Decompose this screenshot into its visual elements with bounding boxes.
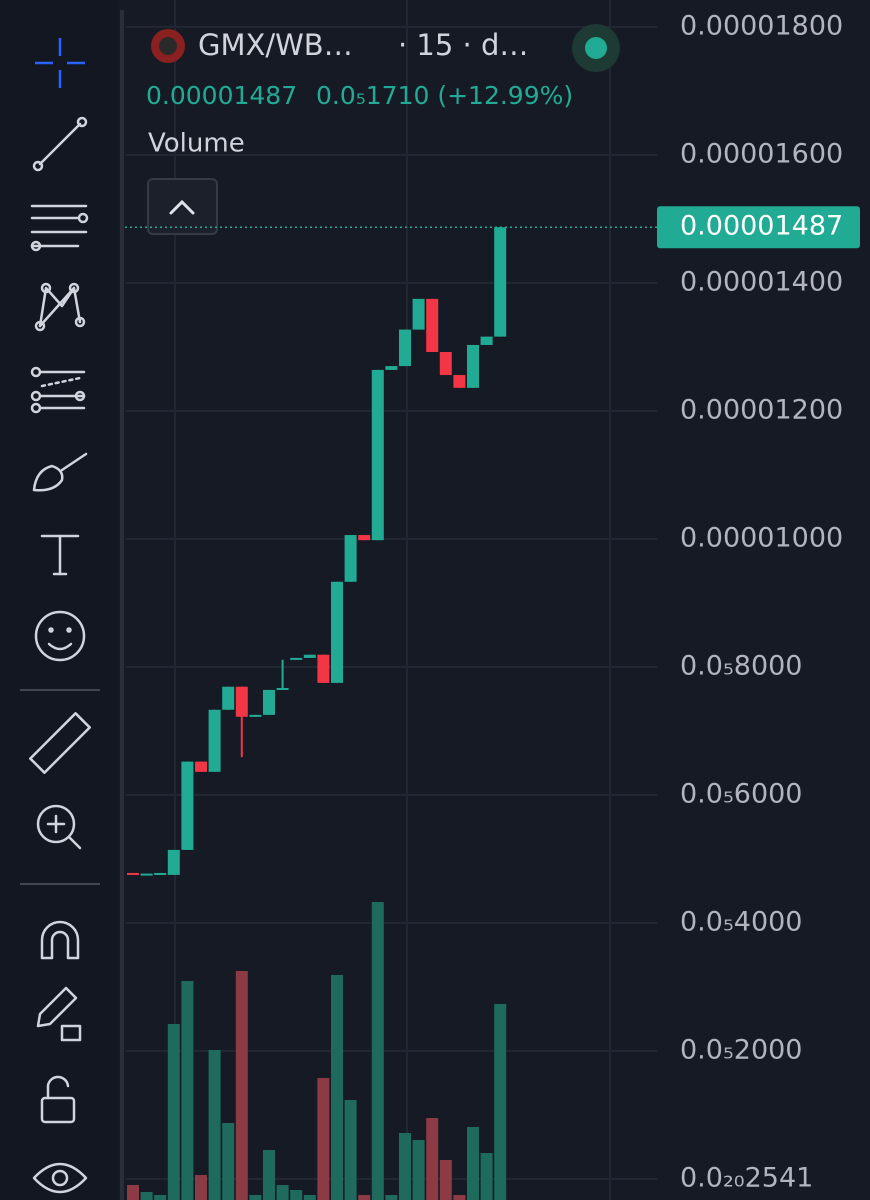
- candle-body: [290, 657, 303, 660]
- brush-tool[interactable]: [32, 452, 88, 492]
- volume-bar: [235, 971, 248, 1200]
- candle-body: [426, 298, 439, 352]
- candle-body: [358, 535, 371, 541]
- lock-drawing-tool[interactable]: [36, 986, 82, 1042]
- volume-bar: [222, 1123, 235, 1200]
- status-dot: [585, 37, 607, 59]
- price-change: 0.0₅1710 (+12.99%): [316, 81, 573, 110]
- y-tick-label: 0.0₅2000: [680, 1034, 802, 1065]
- magnet-tool[interactable]: [40, 920, 80, 960]
- y-tick-label: 0.00001600: [680, 138, 843, 169]
- volume-bar: [127, 1185, 139, 1200]
- last-price-label: 0.00001487: [680, 211, 843, 242]
- candle-body: [249, 714, 262, 717]
- volume-bar: [412, 1140, 425, 1200]
- trendline-tool[interactable]: [32, 116, 88, 172]
- volume-bar: [439, 1160, 452, 1200]
- interval[interactable]: · 15 · d…: [398, 28, 528, 62]
- candle-body: [371, 369, 384, 541]
- volume-bar: [140, 1192, 153, 1200]
- y-tick-label: 0.00001800: [680, 10, 843, 41]
- volume-bar: [208, 1050, 221, 1200]
- last-price: 0.00001487: [146, 81, 297, 110]
- volume-bar: [263, 1150, 275, 1200]
- volume-bar: [276, 1185, 289, 1200]
- volume-bar: [467, 1127, 479, 1200]
- candle-body: [263, 689, 275, 715]
- candle-body: [439, 352, 452, 376]
- crosshair-tool[interactable]: [35, 38, 85, 88]
- candle-body: [222, 686, 235, 710]
- fib-tool[interactable]: [30, 204, 89, 252]
- candle-body: [154, 872, 167, 875]
- token-icon-inner: [159, 37, 177, 55]
- volume-bar: [331, 975, 343, 1200]
- candle-body: [453, 375, 466, 388]
- lock-tool[interactable]: [40, 1075, 76, 1124]
- text-tool[interactable]: [40, 534, 80, 576]
- y-tick-label: 0.0₅6000: [680, 778, 802, 809]
- last-price-badge: [657, 206, 860, 249]
- emoji-tool[interactable]: [34, 610, 86, 662]
- volume-bar: [249, 1195, 262, 1200]
- volume-bar: [290, 1190, 303, 1200]
- volume-bar: [480, 1153, 493, 1200]
- candle-body: [412, 298, 425, 330]
- pattern-tool[interactable]: [34, 282, 86, 332]
- volume-bar: [399, 1133, 411, 1200]
- volume-bar: [494, 1004, 507, 1200]
- y-tick-label: 0.0₅4000: [680, 906, 802, 937]
- chevron-up: [169, 199, 195, 215]
- candle-body: [344, 535, 357, 582]
- candle-body: [317, 654, 330, 683]
- toolbar-icons: [20, 38, 100, 1194]
- volume-bar: [154, 1195, 167, 1200]
- volume-bar: [385, 1195, 398, 1200]
- y-tick-label: 0.00001200: [680, 394, 843, 425]
- visibility-tool[interactable]: [32, 1162, 88, 1194]
- volume-bar: [426, 1118, 439, 1200]
- candle-body: [167, 849, 180, 875]
- candle-body: [467, 344, 479, 388]
- candle-body: [140, 873, 153, 876]
- volume-bar: [453, 1195, 466, 1200]
- candle-body: [127, 872, 139, 875]
- symbol[interactable]: GMX/WB…: [198, 28, 353, 62]
- zoom-tool[interactable]: [36, 804, 82, 850]
- volume-bar: [195, 1175, 207, 1200]
- volume-bar: [358, 1195, 371, 1200]
- candle-body: [385, 366, 398, 370]
- candle-body: [208, 709, 221, 772]
- y-tick-label: 0.0₂₀2541: [680, 1162, 813, 1193]
- price-axis: [657, 0, 870, 1200]
- study-label: Volume: [148, 129, 245, 159]
- y-tick-label: 0.0₅8000: [680, 650, 802, 681]
- volume-bar: [167, 1024, 180, 1200]
- collapse-button[interactable]: [147, 178, 218, 235]
- y-tick-label: 0.00001000: [680, 522, 843, 553]
- candle-body: [235, 686, 248, 717]
- toolbar: [0, 0, 118, 1200]
- volume-bar: [344, 1100, 357, 1200]
- ruler-tool[interactable]: [29, 712, 91, 774]
- volume-bar: [317, 1078, 330, 1200]
- candle-body: [494, 227, 507, 337]
- volume-bar: [181, 981, 194, 1200]
- candle-body: [480, 336, 493, 345]
- candle-body: [181, 761, 194, 850]
- candle-body: [276, 688, 289, 690]
- candle-body: [331, 581, 343, 683]
- candle-body: [303, 654, 316, 658]
- candle-body: [195, 761, 207, 772]
- volume-bar: [303, 1195, 316, 1200]
- candle-body: [399, 329, 411, 367]
- y-tick-label: 0.00001400: [680, 266, 843, 297]
- volume-bar: [371, 902, 384, 1200]
- forecast-tool[interactable]: [30, 366, 86, 414]
